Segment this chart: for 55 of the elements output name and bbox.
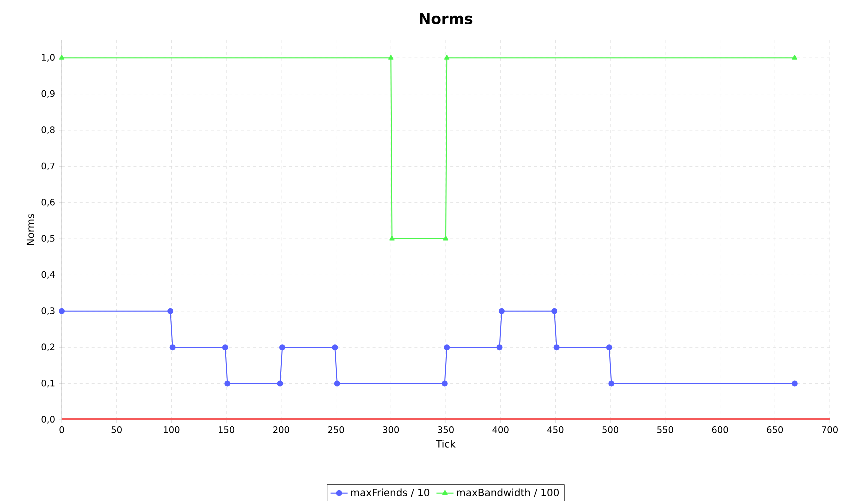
point bbox=[334, 380, 340, 387]
y-tick-label: 1,0 bbox=[42, 54, 55, 62]
y-tick-label: 0,1 bbox=[42, 380, 55, 388]
point bbox=[606, 344, 612, 351]
y-tick-label: 0,7 bbox=[42, 162, 55, 171]
x-tick-label: 650 bbox=[767, 426, 784, 434]
point bbox=[59, 308, 65, 314]
point bbox=[390, 236, 395, 241]
legend-label: maxBandwidth / 100 bbox=[457, 488, 560, 498]
x-axis-title: Tick bbox=[436, 440, 456, 448]
point bbox=[443, 236, 449, 241]
x-tick-label: 700 bbox=[822, 426, 838, 434]
point bbox=[168, 308, 174, 314]
chart-title: Norms bbox=[420, 13, 473, 25]
point bbox=[224, 380, 231, 387]
x-tick-label: 400 bbox=[492, 426, 509, 434]
point bbox=[170, 344, 176, 351]
point bbox=[222, 344, 228, 351]
y-tick-label: 0,6 bbox=[42, 199, 55, 207]
point bbox=[608, 380, 615, 387]
point bbox=[498, 308, 505, 314]
x-tick-label: 200 bbox=[274, 426, 290, 434]
x-tick-label: 500 bbox=[602, 426, 619, 434]
point bbox=[442, 380, 448, 387]
x-tick-label: 0 bbox=[60, 426, 64, 434]
y-tick-label: 0,9 bbox=[42, 90, 55, 98]
x-tick-label: 150 bbox=[219, 426, 235, 434]
x-tick-label: 50 bbox=[112, 426, 122, 434]
x-tick-label: 600 bbox=[712, 426, 728, 434]
y-tick-label: 0,4 bbox=[42, 271, 55, 280]
y-tick-label: 0,8 bbox=[42, 126, 55, 134]
point bbox=[444, 55, 450, 60]
x-tick-label: 450 bbox=[548, 426, 564, 434]
x-tick-label: 550 bbox=[658, 426, 674, 434]
x-tick-label: 350 bbox=[438, 426, 454, 434]
point bbox=[792, 380, 798, 387]
x-tick-label: 300 bbox=[383, 426, 400, 434]
point bbox=[332, 344, 338, 351]
y-tick-label: 0,5 bbox=[42, 235, 55, 243]
point bbox=[277, 380, 284, 387]
x-tick-label: 100 bbox=[164, 426, 180, 434]
point bbox=[792, 55, 798, 60]
y-tick-label: 0,2 bbox=[42, 344, 55, 352]
point bbox=[496, 344, 503, 351]
y-tick-label: 0,0 bbox=[42, 416, 55, 424]
y-tick-label: 0,3 bbox=[42, 308, 55, 316]
legend-label: maxFriends / 10 bbox=[351, 488, 430, 498]
point bbox=[280, 344, 286, 351]
point bbox=[552, 308, 558, 314]
point bbox=[388, 55, 394, 60]
point bbox=[59, 55, 65, 60]
point bbox=[444, 344, 450, 351]
y-axis-title: Norms bbox=[26, 214, 34, 246]
x-tick-label: 250 bbox=[328, 426, 344, 434]
point bbox=[554, 344, 560, 351]
